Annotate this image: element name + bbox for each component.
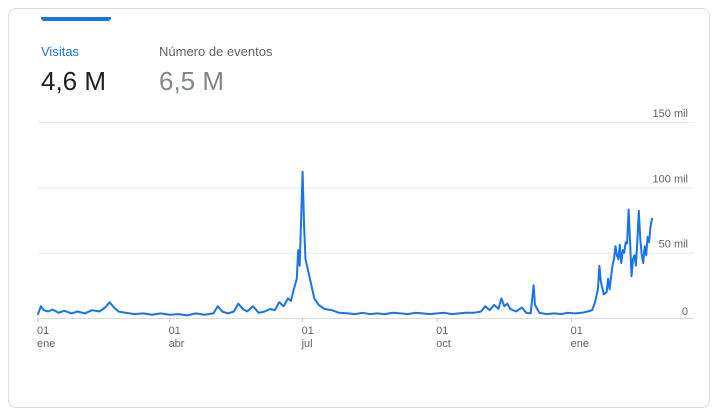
metric-tab-visitas[interactable]: Visitas 4,6 M xyxy=(41,43,106,97)
series-points xyxy=(38,172,652,316)
active-tab-indicator xyxy=(41,17,111,21)
grid-layer xyxy=(38,122,694,319)
x-tick-month: abr xyxy=(169,338,185,350)
x-tick-day: 01 xyxy=(169,325,181,337)
x-tick-month: oct xyxy=(436,338,451,350)
x-tick-month: jul xyxy=(301,338,313,350)
x-tick-month: ene xyxy=(37,338,55,350)
metric-tab-eventos[interactable]: Número de eventos 6,5 M xyxy=(159,43,272,97)
series-line-visitas xyxy=(37,170,653,317)
y-tick-label: 0 xyxy=(682,306,688,318)
metric-label: Visitas xyxy=(41,44,80,59)
x-tick-day: 01 xyxy=(302,325,314,337)
metric-value: 6,5 M xyxy=(159,66,225,96)
y-tick-label: 150 mil xyxy=(653,108,688,120)
x-tick-month: ene xyxy=(571,338,589,350)
metric-value: 4,6 M xyxy=(41,66,107,96)
analytics-card: Visitas 4,6 M Número de eventos 6,5 M xyxy=(8,8,710,408)
x-tick-day: 01 xyxy=(436,325,448,337)
series-layer xyxy=(37,170,653,317)
x-tick-day: 01 xyxy=(571,325,583,337)
y-tick-label: 50 mil xyxy=(659,239,688,251)
metric-label: Número de eventos xyxy=(159,44,273,59)
x-tick-day: 01 xyxy=(37,325,49,337)
y-axis-labels: 150 mil 100 mil 50 mil 0 xyxy=(653,108,688,318)
y-tick-label: 100 mil xyxy=(653,173,688,185)
